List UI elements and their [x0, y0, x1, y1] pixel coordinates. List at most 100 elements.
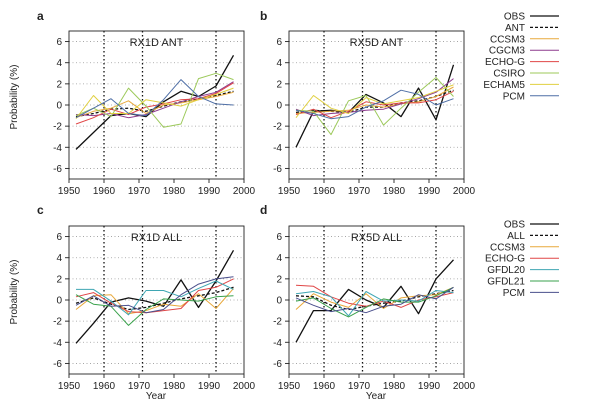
y-tick-label: -6 — [273, 164, 282, 175]
x-axis-title: Year — [146, 391, 167, 402]
legend-label: GFDL21 — [487, 277, 525, 288]
series-line-gfdl21 — [75, 294, 234, 326]
y-tick-label: -2 — [273, 122, 282, 133]
y-tick-label: 4 — [56, 253, 62, 264]
series-line-cgcm3 — [75, 81, 234, 119]
x-tick-label: 1970 — [128, 186, 151, 197]
legend-label: CCSM3 — [490, 34, 525, 45]
series-line-echo-g — [75, 278, 234, 314]
panel-c: c Probability (%) Year 6 4 2 0 -2 -4 -6 1950 196… — [9, 203, 256, 402]
y-axis-title: Probability (%) — [9, 64, 20, 129]
series-line-ccsm3 — [75, 288, 234, 315]
x-tick-label: 1960 — [313, 381, 336, 392]
series-line-ccsm3 — [75, 91, 234, 119]
y-tick-label: 4 — [276, 58, 282, 69]
x-tick-label: 1970 — [348, 381, 371, 392]
plot-area: 6 4 2 0 -2 -4 -6 1950 1960 1970 1980 1990 2000 RX5D A… — [273, 30, 476, 197]
y-tick-label: 0 — [276, 101, 282, 112]
y-tick-label: 2 — [276, 274, 282, 285]
series-line-pcm — [75, 79, 234, 119]
panel-a: a Probability (%) 6 4 2 0 -2 -4 -6 1950 1960 1970… — [9, 9, 256, 197]
series-line-pcm — [295, 89, 454, 120]
x-tick-label: 1980 — [383, 186, 406, 197]
x-tick-label: 1980 — [163, 381, 186, 392]
x-tick-label: 1960 — [93, 381, 116, 392]
series-line-echo-g — [295, 90, 454, 119]
x-tick-label: 2000 — [233, 186, 256, 197]
y-tick-label: -2 — [53, 317, 62, 328]
legend-label: GFDL20 — [487, 265, 525, 276]
y-tick-label: -4 — [53, 338, 62, 349]
legend-label: CGCM3 — [489, 46, 526, 57]
series-line-pcm — [295, 286, 454, 314]
x-axis-title: Year — [366, 391, 387, 402]
y-tick-label: -6 — [53, 164, 62, 175]
plot-area: 6 4 2 0 -2 -4 -6 1950 1960 1970 1980 1990 2000 RX1D A… — [53, 30, 256, 197]
y-tick-label: -4 — [273, 143, 282, 154]
x-tick-label: 1950 — [58, 186, 81, 197]
x-tick-label: 1950 — [278, 381, 301, 392]
y-tick-label: 0 — [276, 296, 282, 307]
x-tick-label: 2000 — [453, 381, 476, 392]
panel-title: RX5D ALL — [351, 232, 402, 244]
x-tick-label: 1990 — [198, 381, 221, 392]
series-line-gfdl21 — [295, 286, 454, 318]
x-tick-label: 1990 — [418, 381, 441, 392]
panel-letter: c — [37, 203, 44, 217]
y-tick-label: 4 — [56, 58, 62, 69]
y-tick-label: 6 — [276, 232, 282, 243]
x-tick-label: 1990 — [198, 186, 221, 197]
y-tick-label: 2 — [56, 274, 62, 285]
x-tick-label: 1950 — [278, 186, 301, 197]
y-tick-label: -6 — [273, 359, 282, 370]
series-line-gfdl20 — [295, 290, 454, 317]
panel-letter: b — [260, 9, 267, 23]
series-line-ant — [295, 89, 454, 114]
series-line-echam5 — [295, 84, 454, 119]
x-tick-label: 1950 — [58, 381, 81, 392]
series-line-csiro — [295, 77, 454, 136]
panel-d: d Year 6 4 2 0 -2 -4 -6 1950 1960 1970 1980 1990 200… — [260, 203, 476, 402]
panel-title: RX1D ALL — [131, 232, 182, 244]
legend-label: ANT — [505, 23, 525, 34]
y-tick-label: 0 — [56, 101, 62, 112]
x-tick-label: 1980 — [163, 186, 186, 197]
x-tick-label: 1960 — [313, 186, 336, 197]
legend-label: PCM — [503, 91, 525, 102]
series-line-gfdl20 — [76, 280, 234, 316]
panel-b: b 6 4 2 0 -2 -4 -6 1950 1960 1970 1980 1990 2000 RX5D… — [260, 9, 476, 197]
plot-area: 6 4 2 0 -2 -4 -6 1950 1960 1970 1980 1990 2000 RX5D A… — [273, 225, 476, 392]
panel-title: RX1D ANT — [130, 37, 184, 49]
x-tick-label: 1960 — [93, 186, 116, 197]
y-tick-label: 2 — [56, 79, 62, 90]
x-tick-label: 1990 — [418, 186, 441, 197]
panel-title: RX5D ANT — [350, 37, 404, 49]
panel-letter: d — [260, 203, 267, 217]
y-tick-label: 4 — [276, 253, 282, 264]
x-tick-label: 2000 — [233, 381, 256, 392]
y-tick-label: -2 — [273, 317, 282, 328]
y-tick-label: -2 — [53, 122, 62, 133]
y-tick-label: -6 — [53, 359, 62, 370]
y-tick-label: 6 — [56, 232, 62, 243]
legend-label: OBS — [504, 220, 525, 231]
series-line-csiro — [75, 72, 234, 128]
y-tick-label: 6 — [276, 37, 282, 48]
legend-label: ECHO-G — [485, 254, 525, 265]
x-tick-label: 1970 — [348, 186, 371, 197]
x-tick-label: 1980 — [383, 381, 406, 392]
legend-label: ECHO-G — [485, 57, 525, 68]
x-tick-label: 2000 — [453, 186, 476, 197]
legend-label: OBS — [504, 12, 525, 23]
plot-area: 6 4 2 0 -2 -4 -6 1950 1960 1970 1980 1990 2000 RX1D A… — [53, 225, 256, 392]
legend-label: PCM — [503, 288, 525, 299]
y-tick-label: 0 — [56, 296, 62, 307]
legend-label: CSIRO — [493, 69, 525, 80]
y-tick-label: 6 — [56, 37, 62, 48]
x-tick-label: 1970 — [128, 381, 151, 392]
panel-letter: a — [37, 9, 44, 23]
y-axis-title: Probability (%) — [9, 259, 20, 324]
